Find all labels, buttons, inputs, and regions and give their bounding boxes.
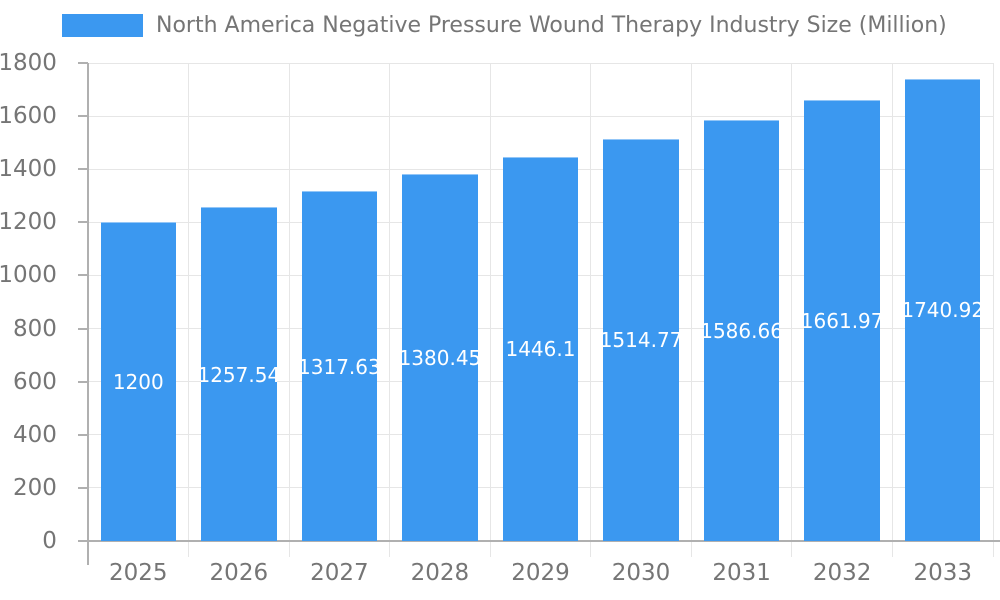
legend[interactable]: North America Negative Pressure Wound Th… [62,13,947,38]
bar-value-label: 1740.92 [905,298,981,323]
y-tick-label: 1600 [0,103,57,130]
bar[interactable]: 1514.77 [603,138,679,541]
x-tick-label: 2032 [812,560,872,586]
category-separator [590,63,592,557]
bar-value-label: 1661.97 [804,308,880,333]
bar-value-label: 1586.66 [703,318,780,343]
bar[interactable]: 1257.54 [201,207,277,541]
category-separator [992,63,994,557]
y-axis-tick [78,221,88,224]
bar-value-label: 1514.77 [603,328,679,353]
category-separator [489,63,491,557]
category-separator [288,63,290,557]
y-tick-label: 200 [12,474,57,501]
bar[interactable]: 1380.45 [402,174,478,541]
x-tick-label: 2031 [712,560,771,586]
x-tick-label: 2026 [209,560,269,586]
bar-value-label: 1380.45 [402,346,478,371]
x-tick-label: 2030 [611,560,671,586]
y-axis-line [87,63,89,565]
y-axis-tick [78,168,88,171]
category-separator [389,63,391,557]
bar[interactable]: 1446.1 [502,156,579,541]
bar-value-label: 1257.54 [201,362,277,387]
x-tick-label: 2033 [913,560,972,586]
gridline [88,115,993,117]
category-separator [690,63,692,557]
y-axis-tick [78,380,88,383]
x-tick-label: 2028 [410,560,470,586]
x-tick-label: 2025 [109,560,168,586]
y-axis-tick [78,486,88,489]
y-tick-label: 400 [12,421,57,448]
category-separator [188,63,190,557]
legend-label: North America Negative Pressure Wound Th… [156,13,947,38]
bar[interactable]: 1740.92 [905,78,981,541]
y-axis-tick [78,433,88,436]
y-axis-tick [78,274,88,277]
x-axis-line [78,540,1000,542]
bar[interactable]: 1200 [100,222,176,541]
y-tick-label: 600 [12,368,57,395]
x-tick-label: 2029 [511,560,570,586]
category-separator [891,63,893,557]
bar-value-label: 1446.1 [505,337,576,362]
category-separator [791,63,793,557]
x-tick-label: 2027 [310,560,369,586]
plot-area: 0 200 400 600 800 1000 1200 1400 1600 1800 1200 125… [0,50,1000,586]
bar[interactable]: 1586.66 [703,119,780,541]
bar-value-label: 1317.63 [301,354,378,379]
y-tick-label: 0 [42,528,57,554]
bar[interactable]: 1317.63 [301,191,378,541]
y-tick-label: 800 [12,315,57,342]
y-axis-tick [78,327,88,330]
y-axis-tick [78,62,88,64]
y-axis-tick [78,115,88,118]
gridline [88,62,993,64]
y-tick-label: 1800 [0,50,57,76]
y-tick-label: 1000 [0,262,57,289]
y-tick-label: 1400 [0,156,57,183]
legend-swatch [62,14,143,37]
bar[interactable]: 1661.97 [804,99,880,541]
y-tick-label: 1200 [0,209,57,236]
bar-value-label: 1200 [112,370,164,395]
